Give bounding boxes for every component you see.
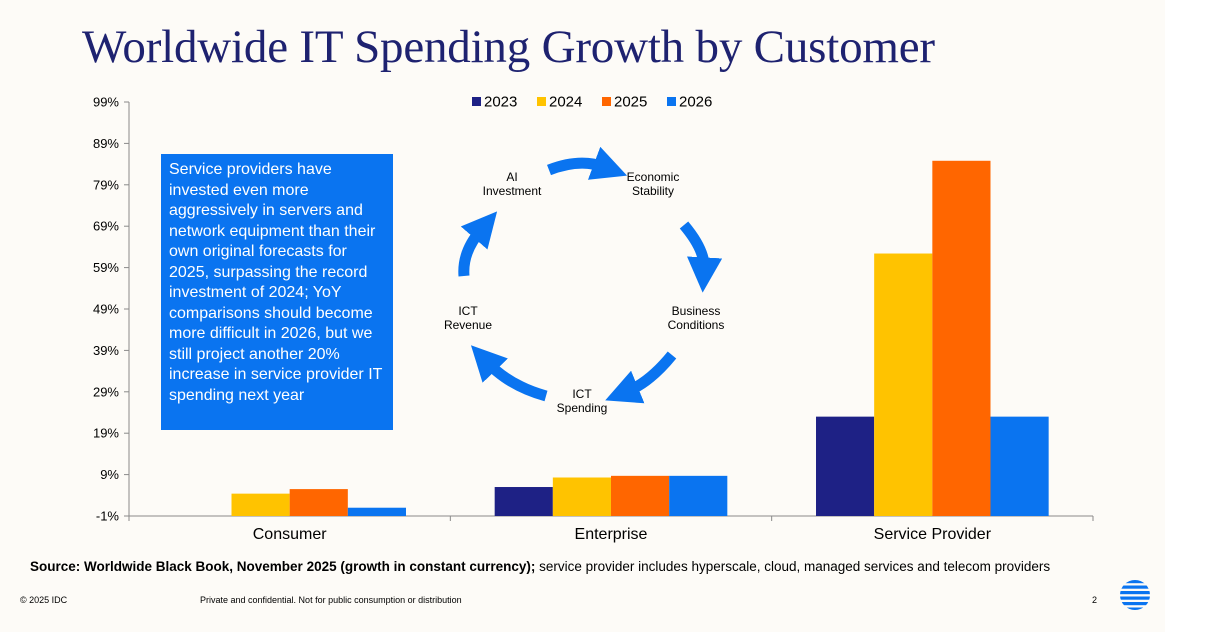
legend-swatch — [472, 97, 481, 106]
bar-2024-service-provider — [874, 253, 933, 517]
bar-2025-service-provider — [932, 160, 991, 516]
idc-logo-icon — [1120, 580, 1150, 610]
bar-chart: 99% 89% 79% 69% 59% 49% 39% 29% 19% 9% -1% Consumer… — [93, 94, 1094, 543]
cycle-label: Economic Stability — [627, 170, 680, 198]
y-tick-label: -1% — [96, 509, 120, 524]
bar-2026-service-provider — [990, 416, 1049, 516]
y-tick-label: 49% — [93, 302, 119, 317]
legend-label: 2024 — [549, 94, 582, 111]
y-tick-label: 29% — [93, 384, 119, 399]
bar-2023-service-provider — [816, 416, 875, 516]
bars — [231, 160, 1049, 517]
cycle-arrow-5 — [458, 211, 498, 277]
bar-2026-enterprise — [669, 475, 728, 516]
page-number: 2 — [1092, 595, 1098, 605]
x-category-label: Enterprise — [575, 526, 648, 543]
legend-label: 2025 — [614, 94, 647, 111]
cycle-label-line: Revenue — [444, 318, 492, 332]
bar-2023-enterprise — [494, 487, 553, 516]
source-bold: Source: Worldwide Black Book, November 2… — [30, 559, 536, 574]
bar-2025-enterprise — [611, 475, 670, 516]
cycle-label-line: ICT — [572, 387, 592, 401]
legend-label: 2023 — [484, 94, 517, 111]
cycle-label-line: ICT — [458, 304, 478, 318]
legend-swatch — [537, 97, 546, 106]
source-note: Source: Worldwide Black Book, November 2… — [30, 559, 1050, 574]
legend-label: 2026 — [679, 94, 712, 111]
cycle-diagram: AI Investment Economic Stability Business Con… — [444, 146, 725, 415]
cycle-arrow-2 — [679, 221, 723, 293]
cycle-label-line: Conditions — [668, 318, 725, 332]
slide: Worldwide IT Spending Growth by Customer… — [20, 21, 1150, 610]
copyright: © 2025 IDC — [20, 595, 68, 605]
page-title: Worldwide IT Spending Growth by Customer — [82, 21, 935, 73]
cycle-arrow-3 — [605, 351, 677, 404]
cycle-label: ICT Revenue — [444, 304, 492, 332]
cycle-label-line: Investment — [483, 184, 542, 198]
source-rest: service provider includes hyperscale, cl… — [535, 559, 1051, 574]
cycle-arrow-1 — [547, 146, 628, 180]
cycle-label-line: AI — [506, 170, 517, 184]
confidential-note: Private and confidential. Not for public… — [200, 595, 462, 605]
bar-2024-consumer — [231, 493, 290, 516]
callout-box: Service providers have invested even mor… — [161, 154, 393, 430]
legend-swatch — [667, 97, 676, 106]
cycle-arrow-4 — [470, 345, 548, 402]
cycle-label: ICT Spending — [557, 387, 608, 415]
y-tick-label: 89% — [93, 136, 119, 151]
y-tick-label: 69% — [93, 219, 119, 234]
bar-2026-consumer — [347, 507, 406, 516]
y-tick-label: 39% — [93, 343, 119, 358]
x-category-label: Service Provider — [874, 526, 992, 543]
y-tick-label: 19% — [93, 426, 119, 441]
bar-2024-enterprise — [552, 477, 611, 516]
y-tick-label: 79% — [93, 177, 119, 192]
cycle-label-line: Business — [672, 304, 721, 318]
y-tick-label: 9% — [100, 467, 119, 482]
legend-swatch — [602, 97, 611, 106]
cycle-label: AI Investment — [483, 170, 542, 198]
cycle-label: Business Conditions — [668, 304, 725, 332]
cycle-label-line: Economic — [627, 170, 680, 184]
cycle-label-line: Stability — [632, 184, 674, 198]
x-category-label: Consumer — [253, 526, 327, 543]
legend: 2023 2024 2025 2026 — [472, 94, 712, 111]
cycle-label-line: Spending — [557, 401, 608, 415]
bar-2025-consumer — [289, 489, 348, 516]
y-tick-label: 59% — [93, 260, 119, 275]
y-tick-label: 99% — [93, 95, 119, 110]
